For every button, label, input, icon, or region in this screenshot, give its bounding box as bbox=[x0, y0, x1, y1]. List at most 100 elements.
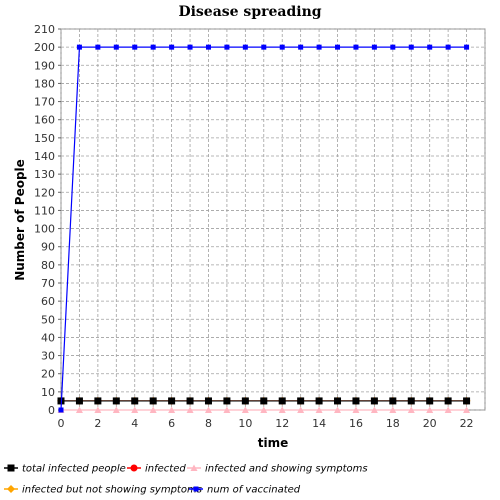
data-point bbox=[94, 406, 102, 413]
data-point bbox=[241, 397, 249, 405]
data-point bbox=[260, 397, 268, 405]
data-point bbox=[150, 44, 156, 50]
y-tick-label: 170 bbox=[34, 96, 55, 109]
series-4 bbox=[58, 44, 470, 413]
y-tick-label: 60 bbox=[41, 295, 55, 308]
data-point bbox=[389, 397, 397, 405]
legend-item: num of vaccinated bbox=[189, 485, 301, 496]
legend-item: total infected people bbox=[4, 464, 126, 475]
x-tick-label: 20 bbox=[423, 417, 437, 430]
y-tick-label: 10 bbox=[41, 386, 55, 399]
y-tick-label: 80 bbox=[41, 259, 55, 272]
data-point bbox=[278, 406, 286, 413]
tick-labels: 0102030405060708090100110120130140150160… bbox=[34, 23, 474, 430]
data-point bbox=[94, 397, 102, 405]
data-point bbox=[242, 44, 248, 50]
data-point bbox=[444, 406, 452, 413]
y-tick-label: 100 bbox=[34, 223, 55, 236]
data-point bbox=[297, 406, 305, 413]
data-point bbox=[204, 397, 212, 405]
data-point bbox=[58, 407, 64, 413]
data-point bbox=[224, 44, 230, 50]
data-point bbox=[95, 44, 101, 50]
x-tick-label: 22 bbox=[460, 417, 474, 430]
data-point bbox=[407, 397, 415, 405]
y-tick-label: 110 bbox=[34, 204, 55, 217]
data-point bbox=[407, 406, 415, 413]
data-point bbox=[76, 44, 82, 50]
plot-area bbox=[60, 28, 486, 411]
data-point bbox=[278, 397, 286, 405]
data-point bbox=[149, 397, 157, 405]
data-point bbox=[112, 397, 120, 405]
data-point bbox=[186, 397, 194, 405]
y-tick-label: 90 bbox=[41, 241, 55, 254]
y-tick-label: 70 bbox=[41, 277, 55, 290]
data-point bbox=[371, 44, 377, 50]
series-0 bbox=[57, 397, 471, 405]
y-tick-label: 140 bbox=[34, 150, 55, 163]
data-point bbox=[390, 44, 396, 50]
y-tick-label: 40 bbox=[41, 331, 55, 344]
data-point bbox=[204, 406, 212, 413]
y-tick-label: 160 bbox=[34, 114, 55, 127]
x-tick-label: 18 bbox=[386, 417, 400, 430]
data-point bbox=[315, 397, 323, 405]
data-point bbox=[370, 397, 378, 405]
data-point bbox=[408, 44, 414, 50]
data-point bbox=[427, 44, 433, 50]
data-point bbox=[370, 406, 378, 413]
data-point bbox=[149, 406, 157, 413]
legend-marker bbox=[7, 464, 15, 472]
data-point bbox=[205, 44, 211, 50]
y-tick-label: 20 bbox=[41, 368, 55, 381]
data-point bbox=[260, 406, 268, 413]
y-tick-label: 120 bbox=[34, 186, 55, 199]
y-tick-label: 200 bbox=[34, 41, 55, 54]
y-tick-label: 150 bbox=[34, 132, 55, 145]
data-point bbox=[444, 397, 452, 405]
y-tick-label: 210 bbox=[34, 23, 55, 36]
data-point bbox=[426, 397, 434, 405]
x-tick-label: 0 bbox=[58, 417, 65, 430]
data-point bbox=[389, 406, 397, 413]
legend-marker bbox=[193, 486, 199, 492]
data-point bbox=[187, 44, 193, 50]
legend-item: infected and showing symptoms bbox=[187, 464, 368, 475]
data-series bbox=[57, 44, 471, 413]
data-point bbox=[75, 397, 83, 405]
data-point bbox=[353, 44, 359, 50]
legend-label: num of vaccinated bbox=[207, 485, 301, 496]
data-point bbox=[464, 44, 470, 50]
x-tick-label: 2 bbox=[94, 417, 101, 430]
data-point bbox=[334, 406, 342, 413]
data-point bbox=[316, 44, 322, 50]
legend-marker bbox=[130, 464, 138, 472]
x-tick-label: 6 bbox=[168, 417, 175, 430]
data-point bbox=[168, 406, 176, 413]
data-point bbox=[75, 406, 83, 413]
data-point bbox=[352, 406, 360, 413]
data-point bbox=[334, 397, 342, 405]
data-point bbox=[241, 406, 249, 413]
data-point bbox=[463, 397, 471, 405]
data-point bbox=[132, 44, 138, 50]
legend-label: infected bbox=[145, 464, 186, 475]
y-tick-label: 190 bbox=[34, 59, 55, 72]
y-tick-label: 0 bbox=[48, 404, 55, 417]
data-point bbox=[223, 406, 231, 413]
data-point bbox=[445, 44, 451, 50]
legend-item: infected but not showing symptoms bbox=[4, 485, 202, 496]
y-axis-title: Number of People bbox=[13, 159, 27, 281]
y-tick-label: 180 bbox=[34, 77, 55, 90]
data-point bbox=[131, 406, 139, 413]
x-tick-label: 14 bbox=[312, 417, 326, 430]
data-point bbox=[169, 44, 175, 50]
data-point bbox=[168, 397, 176, 405]
data-point bbox=[131, 397, 139, 405]
data-point bbox=[335, 44, 341, 50]
legend-marker bbox=[7, 485, 15, 493]
legend-label: infected but not showing symptoms bbox=[22, 485, 202, 496]
